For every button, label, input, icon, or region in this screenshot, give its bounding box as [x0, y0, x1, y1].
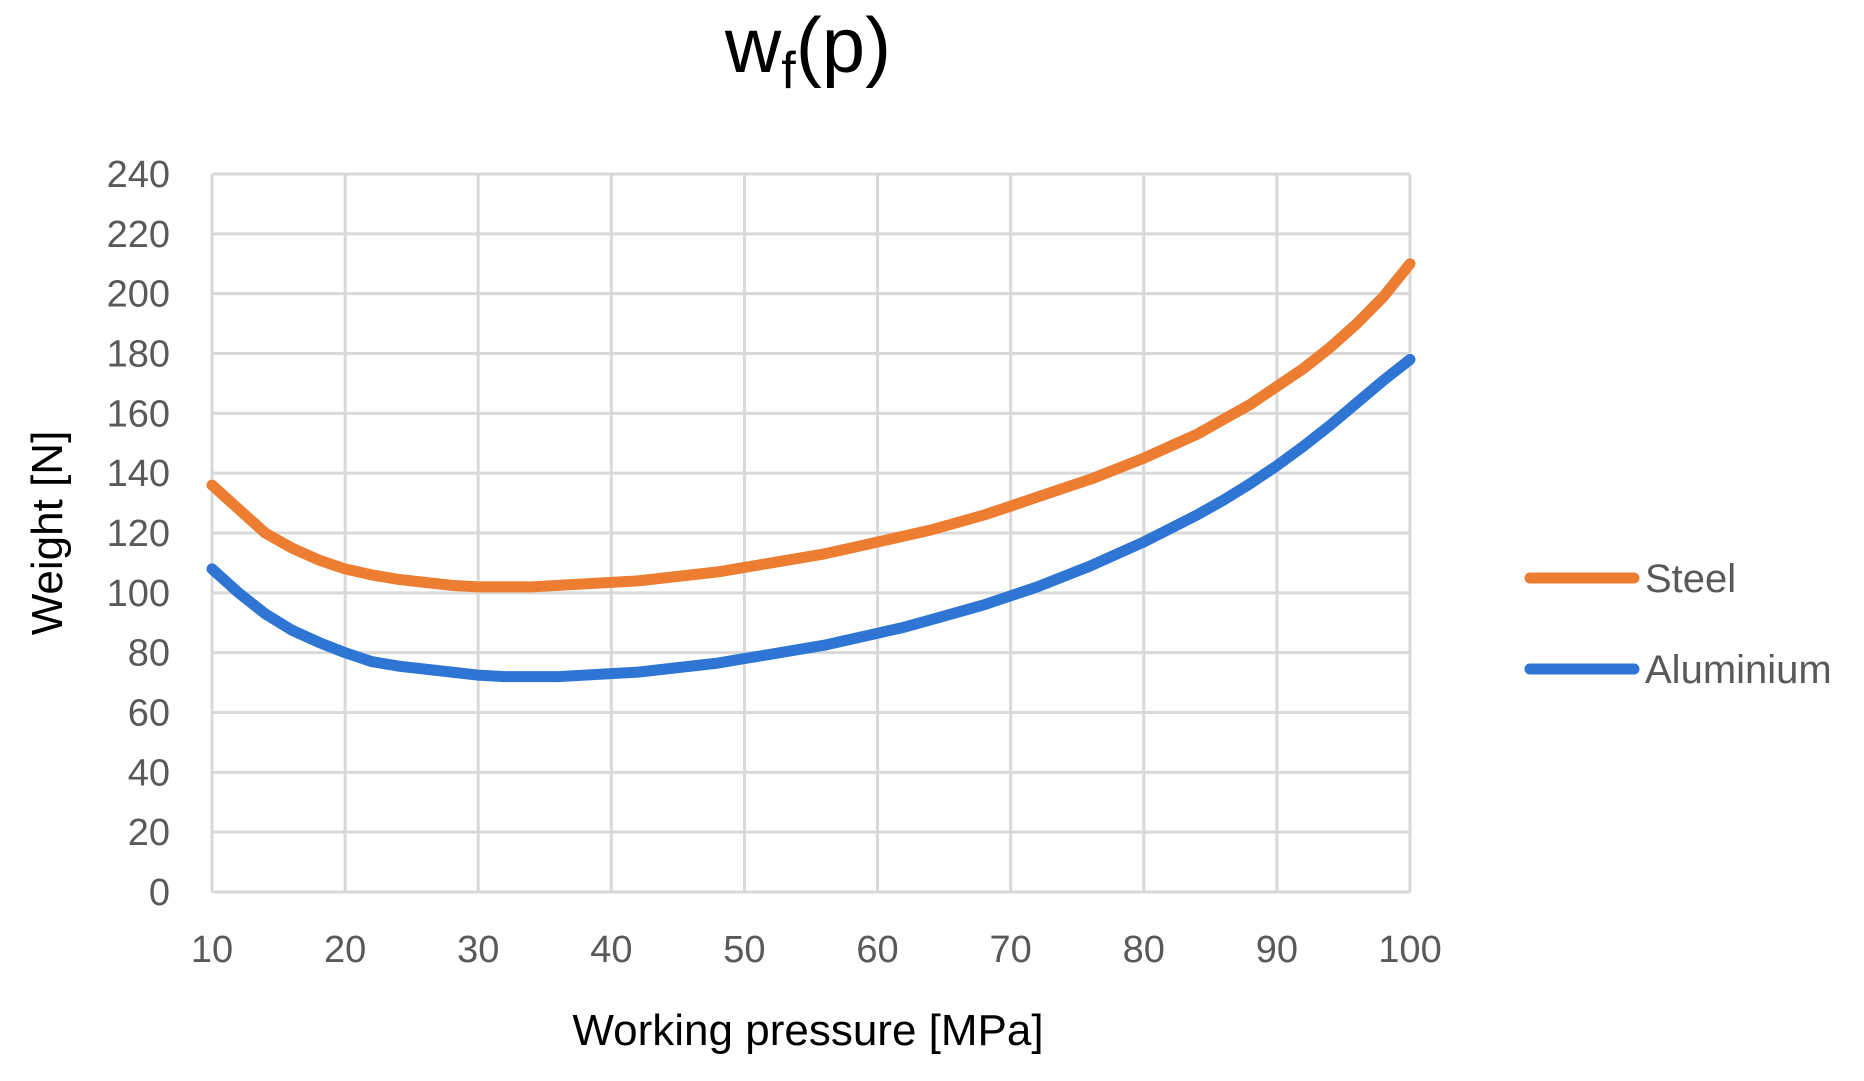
y-tick-label-180: 180 — [107, 334, 170, 376]
y-tick-label-240: 240 — [107, 154, 170, 196]
x-tick-label-20: 20 — [324, 929, 366, 971]
y-tick-label-120: 120 — [107, 513, 170, 555]
y-tick-label-0: 0 — [149, 872, 170, 914]
x-tick-label-40: 40 — [590, 929, 632, 971]
series-lines — [206, 258, 1416, 683]
y-tick-label-20: 20 — [128, 812, 170, 854]
chart-title-main: w — [724, 1, 782, 89]
x-tick-label-70: 70 — [990, 929, 1032, 971]
y-tick-label-80: 80 — [128, 633, 170, 675]
x-axis-title: Working pressure [MPa] — [572, 1006, 1043, 1055]
plot-area — [206, 172, 1416, 894]
x-tick-label-10: 10 — [191, 929, 233, 971]
x-axis-tick-labels: 10 20 30 40 50 60 70 80 90 100 — [191, 929, 1442, 971]
x-tick-label-50: 50 — [723, 929, 765, 971]
x-tick-label-30: 30 — [457, 929, 499, 971]
chart-title-subscript: f — [781, 42, 796, 100]
y-axis-tick-labels: 0 20 40 60 80 100 120 140 160 180 200 220 240 — [107, 154, 170, 914]
y-axis-title: Weight [N] — [23, 431, 72, 636]
legend-label-aluminium: Aluminium — [1645, 648, 1832, 692]
y-tick-label-200: 200 — [107, 274, 170, 316]
x-tick-label-60: 60 — [856, 929, 898, 971]
y-gridlines — [212, 172, 1410, 894]
chart-title-suffix: (p) — [796, 1, 891, 89]
series-line-steel — [206, 258, 1416, 593]
x-tick-label-100: 100 — [1378, 929, 1441, 971]
y-tick-label-100: 100 — [107, 573, 170, 615]
series-line-aluminium — [206, 354, 1416, 683]
y-tick-label-160: 160 — [107, 393, 170, 435]
chart-title: wf(p) — [724, 1, 891, 100]
legend-label-steel: Steel — [1645, 557, 1736, 601]
y-tick-label-140: 140 — [107, 453, 170, 495]
y-tick-label-40: 40 — [128, 752, 170, 794]
x-tick-label-80: 80 — [1123, 929, 1165, 971]
y-tick-label-60: 60 — [128, 693, 170, 735]
legend: Steel Aluminium — [1524, 557, 1832, 692]
y-tick-label-220: 220 — [107, 214, 170, 256]
x-tick-label-90: 90 — [1256, 929, 1298, 971]
